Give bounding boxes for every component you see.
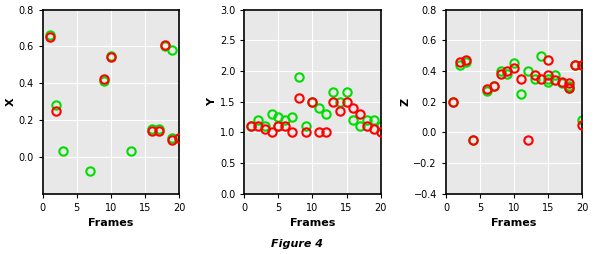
X-axis label: Frames: Frames — [491, 218, 537, 228]
Y-axis label: Z: Z — [401, 98, 410, 106]
Y-axis label: Y: Y — [207, 98, 217, 106]
X-axis label: Frames: Frames — [290, 218, 335, 228]
X-axis label: Frames: Frames — [88, 218, 134, 228]
Text: Figure 4: Figure 4 — [271, 239, 323, 249]
Y-axis label: X: X — [5, 97, 15, 106]
